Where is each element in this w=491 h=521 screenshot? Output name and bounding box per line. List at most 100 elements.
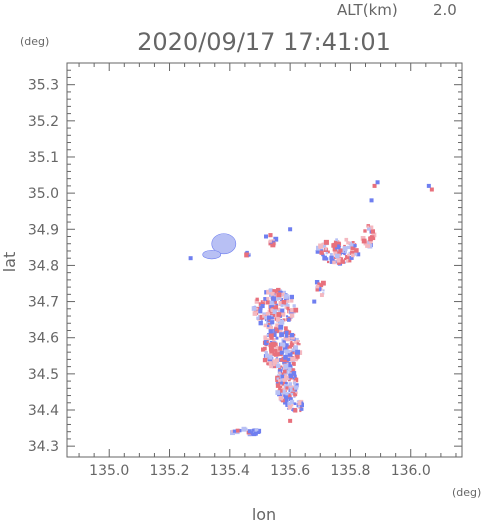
echo-cell [269,347,274,352]
echo-cell [297,340,300,343]
echo-cell [272,302,276,305]
echo-cell [345,254,350,260]
echo-cell [280,308,285,313]
echo-cell [298,343,301,346]
echo-cell [367,225,370,228]
echo-cell [284,330,289,335]
echo-cell [293,393,297,397]
echo-cell [327,250,330,254]
echo-cell [251,428,255,432]
echo-cell [270,320,275,325]
echo-point [369,198,374,203]
echo-cell [349,255,354,260]
echo-cell [266,322,269,325]
y-axis-label: lat [0,252,19,273]
echo-cell [322,255,327,261]
chart-title: 2020/09/17 17:41:01 [137,28,391,56]
echo-cell [329,255,334,260]
echo-cell [284,302,289,307]
echo-cell [275,390,281,395]
echo-cell [353,244,357,248]
echo-cell [329,258,335,264]
echo-cell [270,342,276,348]
echo-cell [297,405,301,408]
echo-cell [315,288,319,292]
echo-cell [268,233,273,238]
echo-cell [296,342,300,345]
echo-cell [281,292,285,297]
echo-point [375,180,380,185]
echo-cell [264,316,268,320]
echo-cell [278,329,283,334]
echo-cell [336,257,342,263]
echo-cell [282,358,287,363]
echo-cell [282,380,286,384]
echo-cell [266,340,269,343]
y-tick-label: 35.3 [28,78,59,94]
echo-cell [266,333,269,337]
echo-cell [263,323,267,328]
echo-cell [321,243,327,248]
echo-cell [338,248,343,253]
echo-cell [280,393,284,397]
echo-cell [272,338,276,342]
echo-cell [340,259,345,264]
echo-cell [293,374,297,378]
echo-cell [275,303,279,307]
echo-cell [262,314,266,318]
echo-cell [336,239,340,243]
echo-cell [284,294,289,299]
echo-cell [277,369,283,374]
echo-cell [278,395,284,401]
echo-cell [293,395,296,398]
echo-cell [287,402,292,407]
echo-cell [263,340,269,345]
echo-cell [253,431,258,436]
echo-cell [264,353,270,358]
echo-cell [280,342,285,348]
echo-cell [264,351,267,354]
echo-cell [299,402,304,408]
echo-cell [281,356,284,359]
echo-cell [283,290,286,294]
echo-cell [368,239,373,244]
echo-cell [235,428,240,433]
echo-cell [279,381,283,385]
echo-cell [282,345,288,351]
echo-cell [293,381,297,385]
echo-cell [282,360,287,365]
echo-cell [275,363,281,369]
echo-cell [289,332,295,338]
echo-cell [332,260,336,265]
echo-cell [290,392,294,396]
echo-cell [256,307,259,310]
echo-cell [278,379,281,382]
echo-cell [276,295,281,300]
y-tick-label: 34.8 [28,258,59,274]
echo-cell [232,429,237,433]
echo-cell [261,301,264,304]
echo-cell [343,253,346,256]
echo-cell [294,390,297,393]
echo-cell [274,342,278,346]
echo-cell [289,294,295,300]
echo-cell [300,407,304,411]
echo-cell [290,299,294,303]
echo-cell [295,391,298,395]
echo-cell [292,377,295,380]
echo-cell [291,359,295,364]
echo-cell [291,407,295,411]
alt-value: 2.0 [433,1,457,19]
echo-cell [285,381,288,385]
echo-cell [347,245,351,250]
echo-point [426,183,431,188]
echo-cell [290,335,295,340]
echo-cell [350,250,355,255]
echo-cell [371,232,377,238]
echo-cell [294,376,297,380]
echo-cell [254,299,260,304]
x-unit-label: (deg) [452,486,481,499]
echo-cell [255,297,259,301]
echo-cell [319,293,324,298]
echo-cell [283,336,288,341]
